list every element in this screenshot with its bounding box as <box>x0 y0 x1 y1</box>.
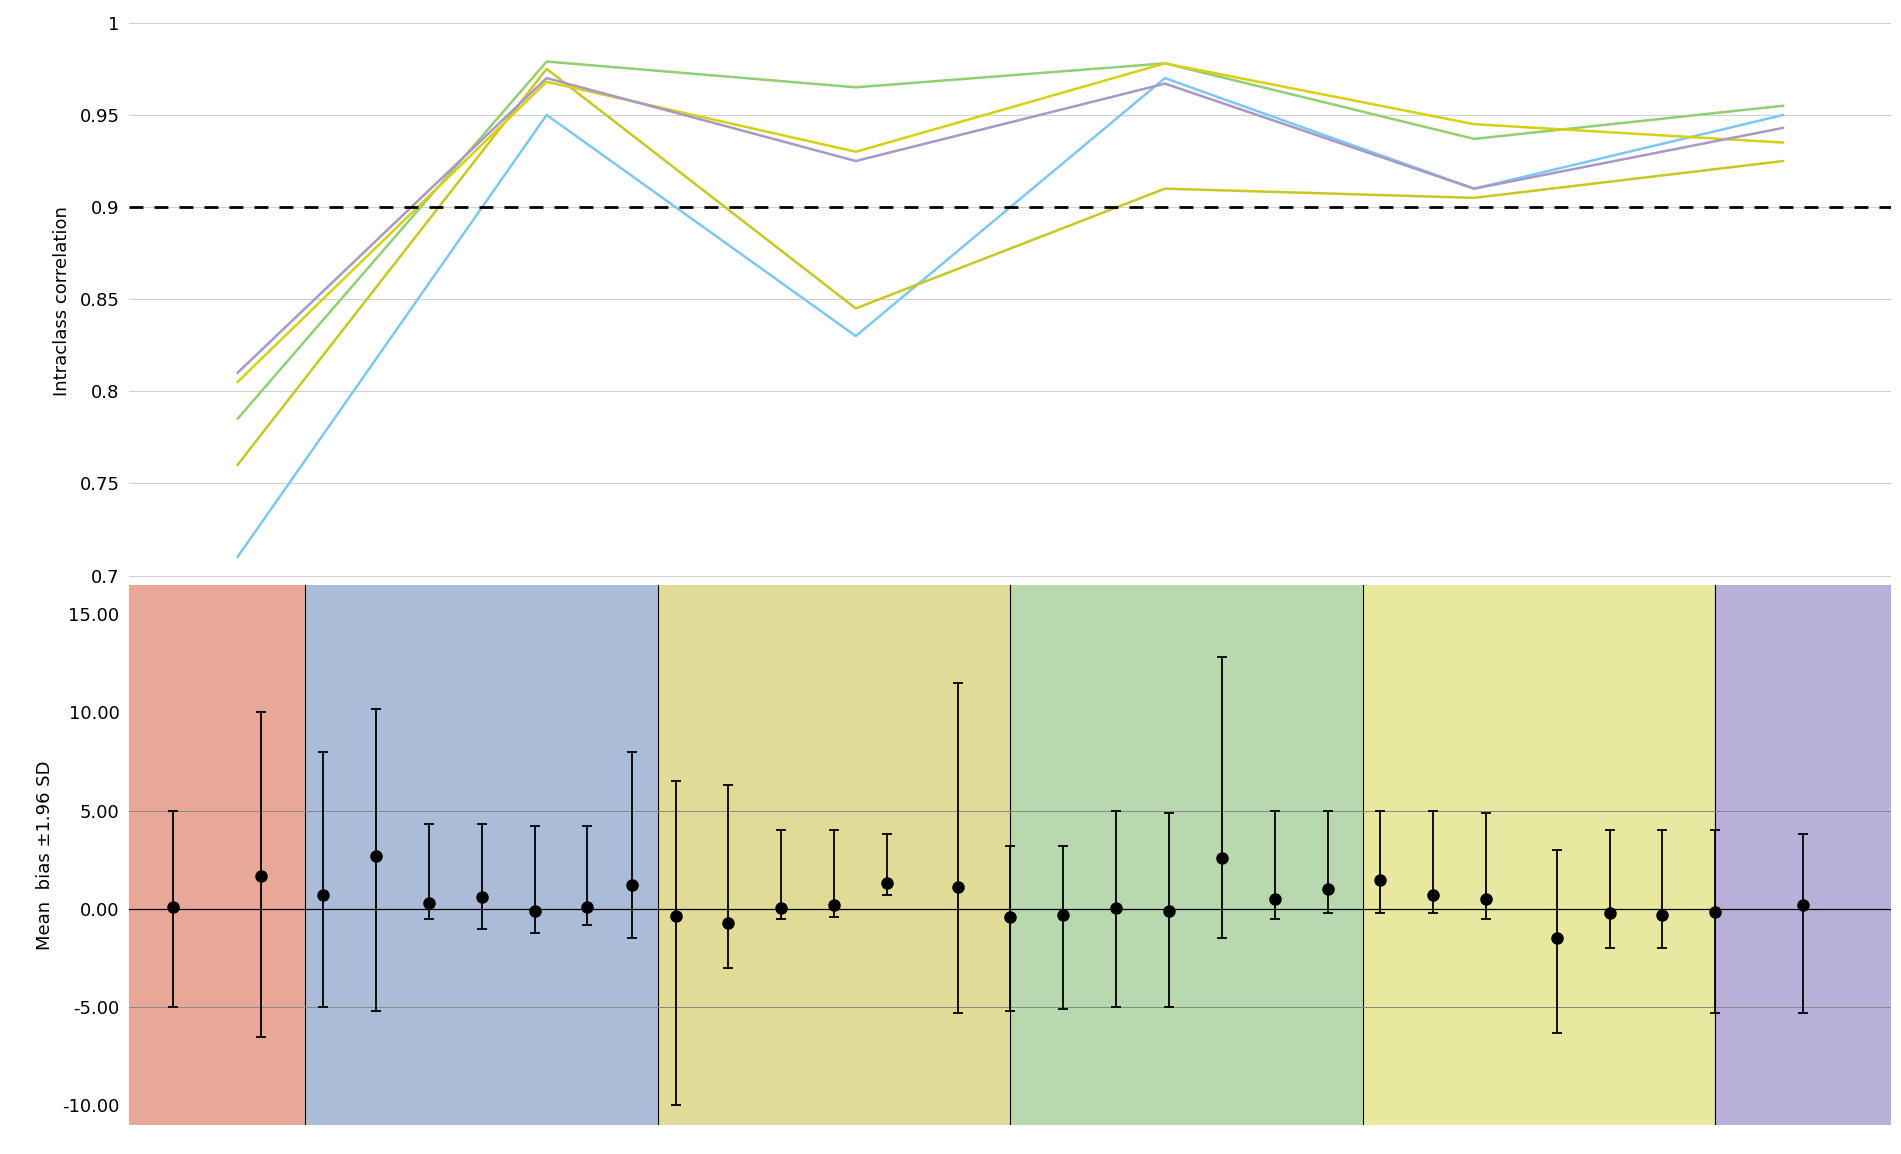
Bar <box>658 585 1011 1125</box>
Bar <box>306 585 658 1125</box>
Bar <box>1011 585 1363 1125</box>
Bar <box>1715 585 1901 1125</box>
Bar <box>1363 585 1715 1125</box>
Y-axis label: Mean  bias ±1.96 SD: Mean bias ±1.96 SD <box>36 760 53 950</box>
Y-axis label: Intraclass correlation: Intraclass correlation <box>53 207 70 396</box>
Bar <box>129 585 306 1125</box>
Legend: Cardiologist 1, Cardiologist 2, Sonographer 1, Sonographer 2, Medical Student, E: Cardiologist 1, Cardiologist 2, Sonograp… <box>445 669 1576 700</box>
